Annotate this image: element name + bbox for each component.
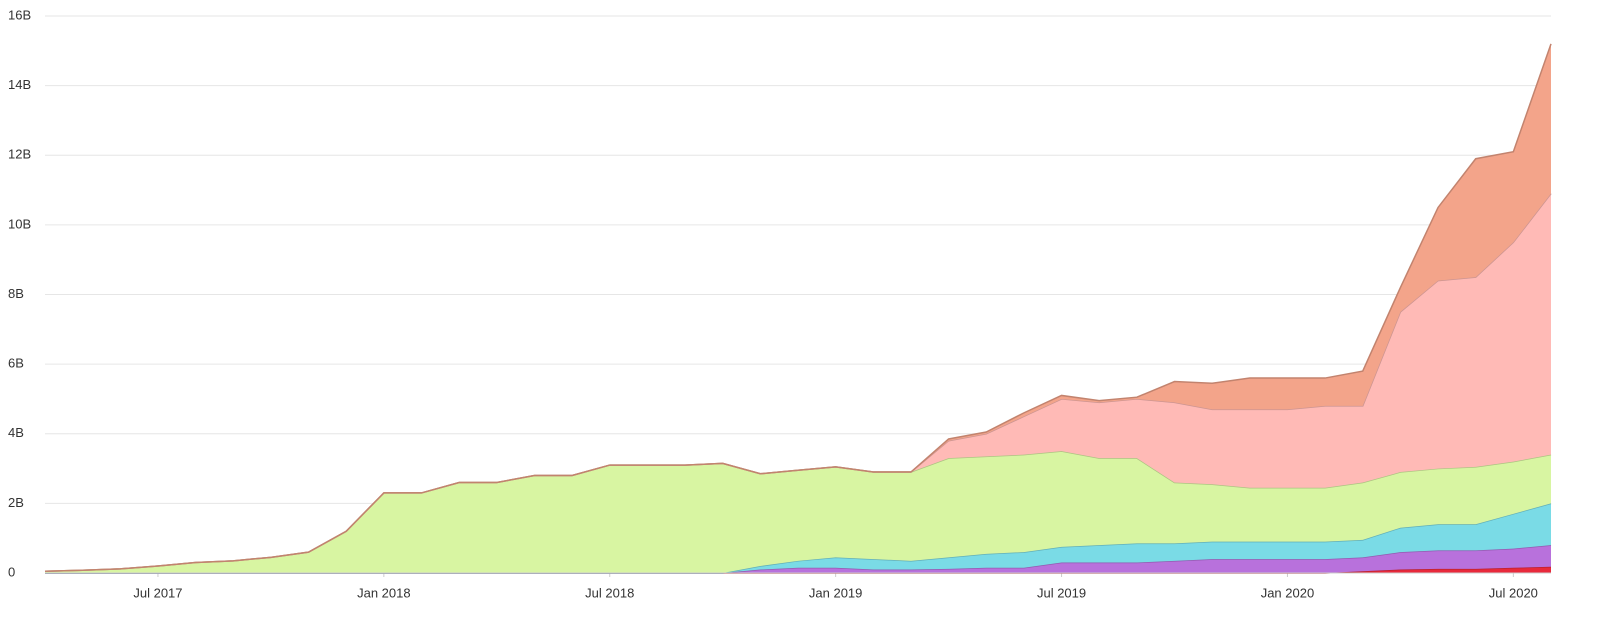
- y-tick-label: 12B: [8, 147, 31, 162]
- area-fill: [45, 566, 1551, 573]
- x-tick-label: Jan 2018: [357, 585, 411, 600]
- x-tick-label: Jul 2017: [133, 585, 182, 600]
- y-tick-label: 14B: [8, 77, 31, 92]
- area-fill: [45, 503, 1551, 573]
- y-tick-label: 8B: [8, 286, 24, 301]
- x-tick-label: Jan 2020: [1261, 585, 1315, 600]
- y-tick-label: 0: [8, 564, 15, 579]
- y-tick-label: 4B: [8, 425, 24, 440]
- y-tick-label: 16B: [8, 7, 31, 22]
- y-tick-label: 10B: [8, 216, 31, 231]
- x-tick-label: Jan 2019: [809, 585, 863, 600]
- x-tick-label: Jul 2019: [1037, 585, 1086, 600]
- y-tick-label: 2B: [8, 495, 24, 510]
- area-fill: [45, 193, 1551, 572]
- x-tick-label: Jul 2020: [1489, 585, 1538, 600]
- area-fill: [45, 545, 1551, 573]
- x-tick-label: Jul 2018: [585, 585, 634, 600]
- area-line: [44, 43, 1552, 573]
- area-fill: [45, 451, 1551, 573]
- y-tick-label: 6B: [8, 356, 24, 371]
